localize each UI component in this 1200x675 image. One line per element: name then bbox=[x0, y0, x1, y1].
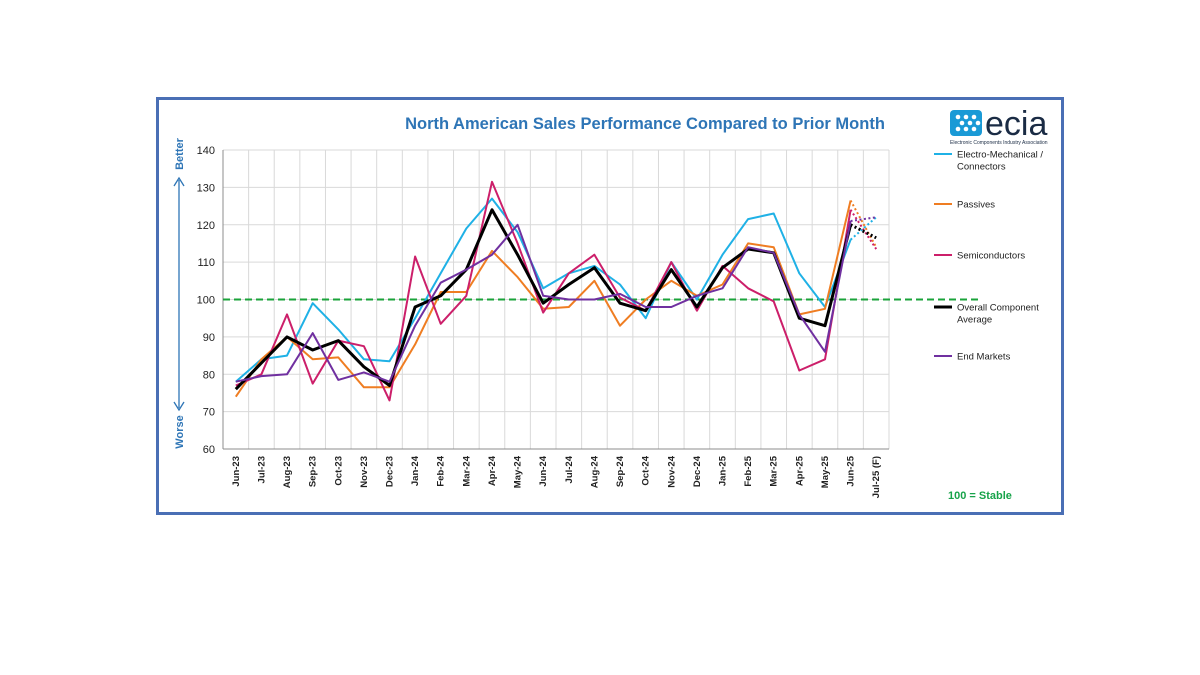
legend: Electro-Mechanical / Connectors Passives Se… bbox=[934, 150, 1043, 363]
x-tick-label: Jul-24 bbox=[564, 455, 575, 483]
legend-label-line: Average bbox=[957, 315, 992, 326]
stable-note: 100 = Stable bbox=[948, 490, 1012, 502]
x-tick-label: May-25 bbox=[820, 455, 831, 488]
legend-label-line: Connectors bbox=[957, 162, 1006, 173]
y-tick-label: 140 bbox=[197, 145, 215, 157]
x-tick-label: Jun-23 bbox=[231, 456, 242, 487]
series-line bbox=[234, 200, 852, 398]
x-tick-label: Feb-24 bbox=[436, 455, 447, 486]
series-forecast-line bbox=[849, 209, 878, 250]
x-tick-label: Jan-25 bbox=[718, 455, 729, 486]
chart-svg: North American Sales Performance Compare… bbox=[173, 105, 1048, 502]
x-tick-label: Jul-23 bbox=[256, 456, 267, 483]
ecia-logo: ecia Electronic Components Industry Asso… bbox=[950, 105, 1048, 146]
legend-label-line: Overall Component bbox=[957, 303, 1039, 314]
x-tick-label: Jan-24 bbox=[410, 455, 421, 486]
better-label: Better bbox=[174, 137, 186, 170]
series-lines bbox=[223, 180, 979, 402]
legend-label: Overall Component Average bbox=[957, 303, 1039, 326]
better-worse-indicator: Better Worse bbox=[173, 137, 186, 449]
legend-label-line: Electro-Mechanical / bbox=[957, 150, 1043, 161]
x-tick-label: Dec-23 bbox=[385, 456, 396, 487]
chart-title: North American Sales Performance Compare… bbox=[405, 115, 885, 133]
axes: 60 70 80 90 100 110 120 130 140 Jun-23 Jul-23 Aug-2… bbox=[197, 145, 889, 498]
logo-tagline: Electronic Components Industry Associati… bbox=[950, 140, 1048, 146]
worse-label: Worse bbox=[174, 415, 186, 448]
series-forecast-line bbox=[849, 216, 877, 241]
x-tick-label: Jul-25 (F) bbox=[871, 456, 882, 498]
y-tick-label: 120 bbox=[197, 220, 215, 232]
y-tick-label: 70 bbox=[203, 407, 215, 419]
legend-label: Passives bbox=[957, 200, 995, 211]
x-tick-label: Aug-23 bbox=[282, 456, 293, 488]
x-tick-label: Mar-24 bbox=[461, 455, 472, 486]
y-tick-label: 80 bbox=[203, 369, 215, 381]
x-tick-label: Sep-23 bbox=[308, 456, 319, 487]
x-tick-label: Apr-24 bbox=[487, 455, 498, 486]
x-tick-label: Dec-24 bbox=[692, 455, 703, 487]
series-line bbox=[235, 197, 852, 383]
x-tick-label: Oct-23 bbox=[333, 456, 344, 486]
legend-label: Semiconductors bbox=[957, 251, 1025, 262]
x-tick-label: Oct-24 bbox=[641, 455, 652, 485]
x-tick-label: Mar-25 bbox=[769, 455, 780, 486]
series-line bbox=[235, 220, 852, 383]
series-forecast-line bbox=[849, 223, 877, 240]
y-tick-label: 100 bbox=[197, 295, 215, 307]
y-tick-label: 60 bbox=[203, 444, 215, 456]
x-tick-label: Jun-24 bbox=[538, 455, 549, 486]
x-tick-label: Sep-24 bbox=[615, 455, 626, 487]
x-tick-label: Jun-25 bbox=[846, 455, 857, 486]
chart-frame: North American Sales Performance Compare… bbox=[156, 97, 1064, 515]
legend-label: Electro-Mechanical / Connectors bbox=[957, 150, 1043, 173]
y-tick-label: 130 bbox=[197, 182, 215, 194]
x-tick-label: Nov-24 bbox=[666, 455, 677, 487]
x-tick-label: May-24 bbox=[513, 455, 524, 488]
series-line bbox=[235, 180, 852, 402]
y-tick-label: 90 bbox=[203, 332, 215, 344]
y-tick-label: 110 bbox=[197, 257, 215, 269]
logo-wordmark: ecia bbox=[985, 105, 1047, 143]
legend-label: End Markets bbox=[957, 352, 1011, 363]
x-tick-label: Feb-25 bbox=[743, 455, 754, 486]
x-tick-label: Apr-25 bbox=[794, 455, 805, 486]
x-tick-label: Nov-23 bbox=[359, 456, 370, 488]
x-tick-label: Aug-24 bbox=[589, 455, 600, 488]
